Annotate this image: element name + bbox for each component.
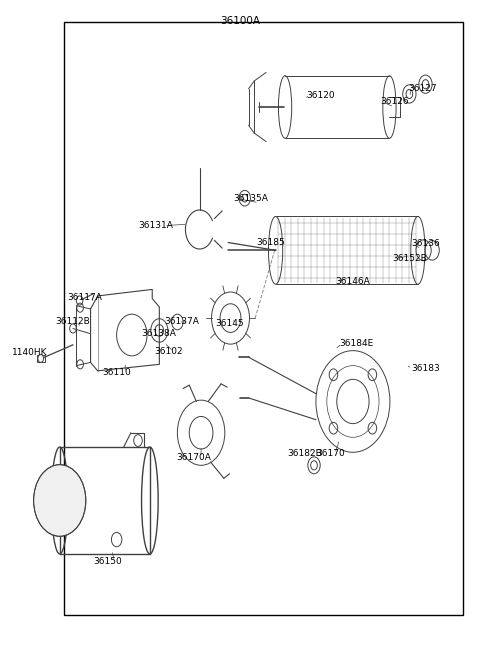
Text: 36138A: 36138A bbox=[141, 329, 176, 338]
Text: 36112B: 36112B bbox=[55, 317, 90, 327]
Text: 36146A: 36146A bbox=[335, 277, 370, 286]
Text: 36137A: 36137A bbox=[164, 317, 199, 327]
Text: 36117A: 36117A bbox=[67, 293, 102, 302]
Text: 36127: 36127 bbox=[408, 84, 437, 93]
Text: 36150: 36150 bbox=[93, 556, 121, 566]
Circle shape bbox=[242, 194, 248, 202]
Text: 36135A: 36135A bbox=[233, 194, 268, 203]
Text: 36183: 36183 bbox=[411, 365, 440, 373]
Text: 36145: 36145 bbox=[216, 319, 244, 328]
Text: 36182B: 36182B bbox=[288, 449, 322, 458]
Text: 36100A: 36100A bbox=[220, 16, 260, 26]
Text: 36126: 36126 bbox=[380, 97, 408, 106]
Circle shape bbox=[406, 89, 413, 99]
Text: 36152B: 36152B bbox=[392, 254, 427, 263]
Text: 36136: 36136 bbox=[411, 239, 440, 248]
Text: 36120: 36120 bbox=[306, 91, 335, 100]
Text: 36185: 36185 bbox=[257, 238, 285, 247]
Bar bbox=[64, 22, 463, 615]
Bar bbox=[37, 355, 45, 363]
Text: 36131A: 36131A bbox=[138, 221, 173, 230]
Text: 36184E: 36184E bbox=[340, 339, 374, 348]
Text: 36102: 36102 bbox=[155, 347, 183, 356]
Text: 36170A: 36170A bbox=[176, 453, 211, 462]
Circle shape bbox=[311, 461, 317, 470]
Text: 36170: 36170 bbox=[316, 449, 345, 458]
Circle shape bbox=[38, 355, 44, 363]
Circle shape bbox=[34, 464, 86, 536]
Text: 36110: 36110 bbox=[102, 369, 131, 377]
Circle shape bbox=[422, 79, 429, 89]
Text: 1140HK: 1140HK bbox=[12, 348, 48, 357]
